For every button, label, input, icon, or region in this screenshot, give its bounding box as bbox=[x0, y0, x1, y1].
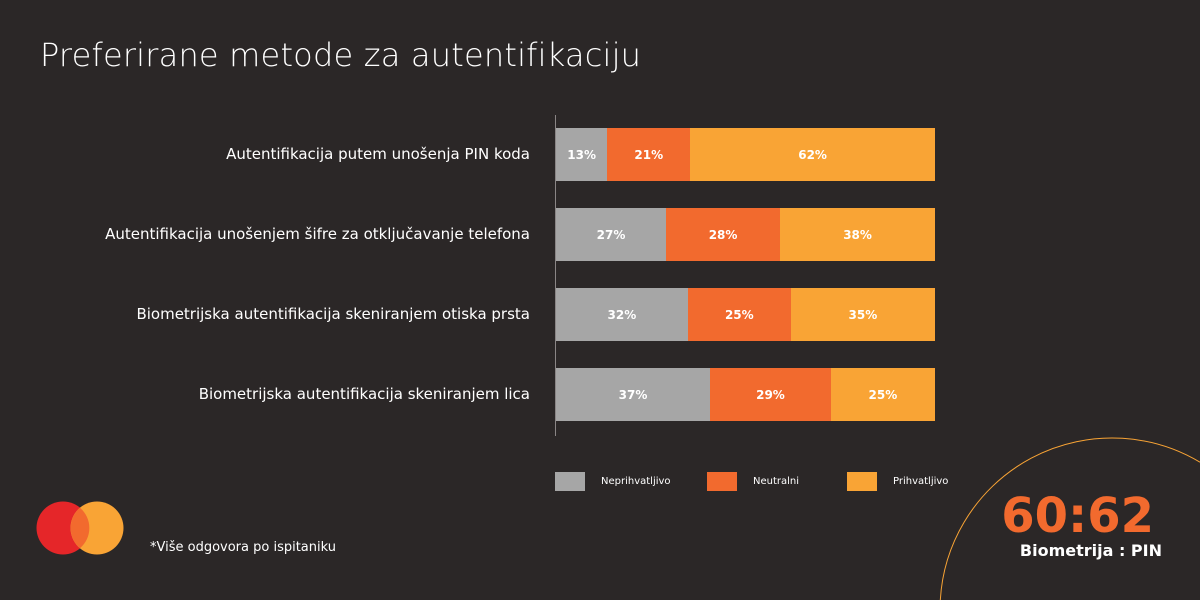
stacked-bar: 13% 21% 62% bbox=[556, 128, 935, 181]
legend-swatch bbox=[555, 472, 585, 491]
data-label: 28% bbox=[708, 227, 738, 242]
legend-label: Prihvatljivo bbox=[893, 476, 949, 487]
bar-segment-neprihvatljivo: 37% bbox=[556, 368, 711, 421]
data-label: 62% bbox=[798, 147, 827, 162]
category-label: Biometrijska autentifikacija skeniranjem… bbox=[136, 305, 530, 323]
stacked-bar: 37% 29% 25% bbox=[556, 368, 935, 421]
data-label: 13% bbox=[567, 147, 597, 162]
stacked-bar: 32% 25% 35% bbox=[556, 288, 935, 341]
highlight-arc-line bbox=[939, 437, 1200, 600]
category-label: Biometrijska autentifikacija skeniranjem… bbox=[198, 385, 530, 403]
highlight-value: 60:62 bbox=[1001, 488, 1154, 544]
logo bbox=[36, 501, 124, 555]
data-label: 32% bbox=[607, 307, 637, 322]
data-label: 27% bbox=[596, 227, 626, 242]
stacked-bar: 27% 28% 38% bbox=[556, 208, 935, 261]
data-label: 25% bbox=[724, 307, 754, 322]
highlight-caption: Biometrija : PIN bbox=[1019, 541, 1162, 560]
legend-item: Prihvatljivo bbox=[847, 472, 948, 491]
chart-title: Preferirane metode za autentifikaciju bbox=[40, 36, 642, 74]
category-label: Autentifikacija unošenjem šifre za otklj… bbox=[105, 225, 530, 243]
logo-overlap bbox=[70, 507, 90, 549]
legend-label: Neutralni bbox=[753, 476, 800, 487]
data-label: 35% bbox=[848, 307, 878, 322]
data-label: 37% bbox=[618, 387, 648, 402]
data-label: 21% bbox=[634, 147, 664, 162]
legend-label: Neprihvatljivo bbox=[601, 476, 671, 487]
bar-segment-prihvatljivo: 38% bbox=[780, 208, 935, 261]
bar-segment-neprihvatljivo: 32% bbox=[556, 288, 688, 341]
bar-segment-prihvatljivo: 35% bbox=[790, 288, 935, 341]
legend-item: Neutralni bbox=[707, 472, 799, 491]
data-label: 29% bbox=[756, 387, 785, 402]
bar-segment-prihvatljivo: 62% bbox=[690, 128, 935, 181]
category-label: Autentifikacija putem unošenja PIN koda bbox=[226, 145, 530, 163]
bar-segment-neutralni: 25% bbox=[687, 288, 791, 341]
legend-swatch bbox=[707, 472, 737, 491]
bar-segment-neutralni: 29% bbox=[710, 368, 831, 421]
bar-segment-neutralni: 28% bbox=[666, 208, 781, 261]
data-label: 38% bbox=[843, 227, 872, 242]
bar-segment-neprihvatljivo: 27% bbox=[556, 208, 667, 261]
bar-segment-prihvatljivo: 25% bbox=[830, 368, 935, 421]
legend-swatch bbox=[847, 472, 877, 491]
bar-segment-neutralni: 21% bbox=[607, 128, 691, 181]
bar-segment-neprihvatljivo: 13% bbox=[556, 128, 608, 181]
footnote: *Više odgovora po ispitaniku bbox=[150, 540, 336, 555]
y-axis-line bbox=[555, 115, 556, 436]
legend-item: Neprihvatljivo bbox=[555, 472, 671, 491]
data-label: 25% bbox=[868, 387, 898, 402]
